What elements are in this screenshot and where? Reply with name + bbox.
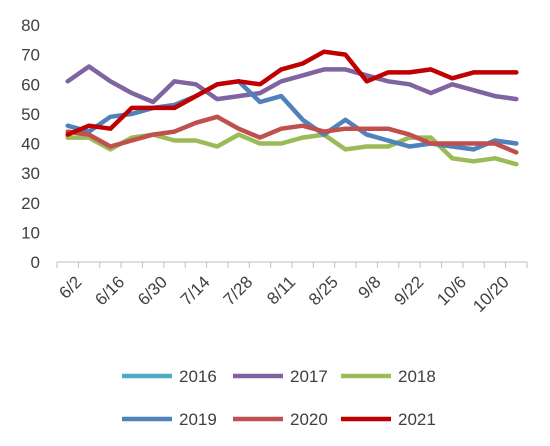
y-tick-label: 0 bbox=[31, 253, 40, 272]
legend: 2016 2017 2018 2019 2020 2021 bbox=[122, 367, 436, 429]
x-tick-label: 8/11 bbox=[263, 272, 299, 308]
y-tick-label: 50 bbox=[21, 105, 40, 124]
legend-label-2020: 2020 bbox=[290, 410, 328, 429]
x-tick-label: 10/6 bbox=[433, 272, 470, 309]
y-tick-label: 80 bbox=[21, 16, 40, 35]
x-tick-label: 9/8 bbox=[354, 272, 384, 302]
series-line-2020 bbox=[65, 114, 519, 155]
x-tick-label: 9/22 bbox=[391, 272, 428, 309]
y-tick-label: 10 bbox=[21, 223, 40, 242]
series-line-2017 bbox=[65, 64, 519, 105]
legend-label-2018: 2018 bbox=[398, 367, 436, 386]
legend-label-2017: 2017 bbox=[290, 367, 328, 386]
plot-area bbox=[65, 49, 519, 167]
x-tick-label: 6/2 bbox=[55, 272, 85, 302]
x-tick-label: 8/25 bbox=[305, 272, 342, 309]
x-tick-label: 6/30 bbox=[134, 272, 171, 309]
y-tick-label: 40 bbox=[21, 135, 40, 154]
y-tick-label: 30 bbox=[21, 164, 40, 183]
series-line-2021 bbox=[65, 49, 519, 137]
x-tick-label: 10/20 bbox=[469, 272, 513, 316]
x-tick-label: 7/28 bbox=[220, 272, 257, 309]
x-axis: 6/2 6/16 6/30 7/14 7/28 8/11 8/25 9/8 9/22 10/6 10… bbox=[55, 261, 528, 316]
legend-label-2016: 2016 bbox=[179, 367, 217, 386]
legend-label-2019: 2019 bbox=[179, 410, 217, 429]
legend-label-2021: 2021 bbox=[398, 410, 436, 429]
y-tick-label: 20 bbox=[21, 194, 40, 213]
y-tick-label: 60 bbox=[21, 75, 40, 94]
x-tick-label: 7/14 bbox=[177, 272, 214, 309]
y-tick-label: 70 bbox=[21, 46, 40, 65]
x-tick-label: 6/16 bbox=[91, 272, 128, 309]
y-axis: 0 10 20 30 40 50 60 70 80 bbox=[21, 16, 40, 272]
